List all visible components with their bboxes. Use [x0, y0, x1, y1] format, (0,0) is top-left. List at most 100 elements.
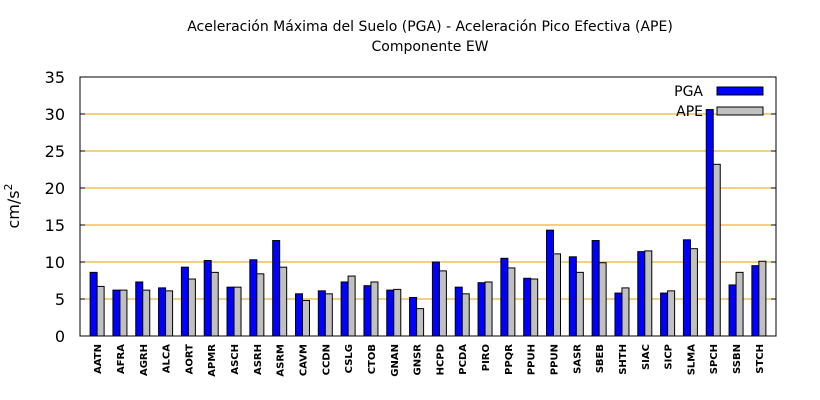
- bar-ape-pcda: [461, 293, 470, 337]
- bar-pga-ctob: [363, 285, 372, 337]
- bar-pga-piro: [477, 282, 486, 337]
- bar-pga-slma: [682, 239, 691, 337]
- bar-ape-slma: [689, 248, 698, 337]
- bar-ape-agrh: [142, 289, 151, 337]
- bar-ape-stch: [758, 260, 767, 337]
- category-label: AGRH: [139, 344, 150, 376]
- category-label: GNAN: [390, 344, 401, 377]
- category-label: ASRH: [253, 344, 264, 375]
- category-label: SBEB: [595, 344, 606, 373]
- bar-ape-ccdn: [324, 293, 333, 337]
- category-label: CSLG: [344, 344, 355, 373]
- y-tick-label: 25: [45, 142, 65, 161]
- y-tick-label: 35: [45, 68, 65, 87]
- bar-ape-asrm: [279, 266, 288, 337]
- category-label: SSBN: [732, 344, 743, 374]
- y-tick-label: 10: [45, 253, 65, 272]
- category-label: AFRA: [116, 344, 127, 374]
- category-label: SLMA: [686, 344, 697, 376]
- bar-ape-aatn: [96, 285, 105, 337]
- category-label: APMR: [207, 344, 218, 377]
- category-label: PPUN: [550, 344, 561, 375]
- bar-pga-stch: [751, 265, 760, 337]
- category-labels: AATN AFRA AGRH ALCA AORT APMR ASCH ASRH ASRM CAVM…: [93, 344, 766, 377]
- bar-ape-sbeb: [598, 262, 607, 337]
- category-label: PIRO: [481, 344, 492, 371]
- bar-pga-asrm: [272, 240, 281, 337]
- y-axis-label: cm/s2: [2, 183, 23, 228]
- bar-ape-siac: [644, 250, 653, 337]
- bar-pga-ppqr: [500, 257, 509, 337]
- category-label: SASR: [572, 344, 583, 374]
- bar-ape-ssbn: [735, 271, 744, 337]
- category-label: PPUH: [527, 344, 538, 375]
- bar-pga-sbeb: [591, 240, 600, 337]
- bar-ape-sasr: [575, 271, 584, 337]
- bar-ape-spch: [712, 163, 721, 337]
- bar-ape-piro: [484, 281, 493, 337]
- category-label: CAVM: [298, 344, 309, 376]
- category-label: SIAC: [641, 344, 652, 370]
- category-label: PCDA: [458, 344, 469, 375]
- bar-pga-cslg: [340, 281, 349, 337]
- bar-pga-ccdn: [317, 290, 326, 337]
- bar-pga-ppun: [546, 229, 555, 337]
- category-label: HCPD: [435, 344, 446, 375]
- category-label: SICP: [664, 344, 675, 370]
- plot-frame: [79, 76, 777, 337]
- bar-pga-aort: [180, 266, 189, 337]
- bar-ape-cslg: [347, 275, 356, 337]
- category-label: SHTH: [618, 344, 629, 375]
- bar-pga-shth: [614, 292, 623, 337]
- bar-pga-siac: [637, 251, 646, 337]
- bar-pga-pcda: [454, 286, 463, 337]
- legend: PGA APE: [674, 84, 764, 120]
- bar-ape-gnsr: [416, 308, 425, 337]
- category-label: PPQR: [504, 344, 515, 375]
- bar-pga-ppuh: [523, 277, 532, 337]
- y-tick-label: 5: [55, 290, 65, 309]
- bar-ape-shth: [621, 287, 630, 337]
- category-label: ALCA: [162, 344, 173, 373]
- legend-label-pga: PGA: [674, 84, 703, 100]
- bar-ape-ppuh: [530, 278, 539, 337]
- bar-ape-asrh: [256, 273, 265, 337]
- bar-ape-asch: [233, 286, 242, 337]
- y-tick-label: 0: [55, 327, 65, 346]
- chart-subtitle: Componente EW: [371, 39, 488, 55]
- bars: [89, 109, 767, 337]
- category-label: ASRM: [276, 344, 287, 377]
- bar-ape-apmr: [210, 271, 219, 337]
- category-label: STCH: [755, 344, 766, 374]
- category-label: AATN: [93, 344, 104, 374]
- bar-pga-sasr: [568, 256, 577, 337]
- category-label: CCDN: [321, 344, 332, 375]
- bar-pga-spch: [705, 109, 714, 337]
- bar-pga-hcpd: [431, 261, 440, 337]
- bar-ape-ppun: [553, 253, 562, 337]
- bar-pga-afra: [112, 289, 121, 337]
- category-label: ASCH: [230, 344, 241, 375]
- bar-pga-gnan: [386, 289, 395, 337]
- bar-pga-sicp: [660, 292, 669, 337]
- bar-pga-agrh: [135, 281, 144, 337]
- y-tick-labels: 0 5 10 15 20 25 30 35: [45, 68, 65, 346]
- y-tick-label: 15: [45, 216, 65, 235]
- bar-ape-alca: [165, 290, 174, 337]
- bar-pga-aatn: [89, 271, 98, 337]
- bar-pga-asrh: [249, 259, 258, 337]
- bar-pga-gnsr: [409, 297, 418, 337]
- bar-ape-gnan: [393, 288, 402, 337]
- category-label: SPCH: [709, 344, 720, 374]
- legend-swatch-ape: [716, 106, 764, 116]
- bar-ape-ppqr: [507, 267, 516, 337]
- bar-pga-alca: [158, 287, 167, 337]
- chart-title: Aceleración Máxima del Suelo (PGA) - Ace…: [187, 19, 673, 35]
- bar-ape-aort: [187, 278, 196, 337]
- y-tick-label: 30: [45, 105, 65, 124]
- legend-swatch-pga: [716, 86, 764, 96]
- legend-label-ape: APE: [676, 104, 703, 120]
- bar-ape-sicp: [667, 290, 676, 337]
- bar-ape-cavm: [301, 299, 310, 337]
